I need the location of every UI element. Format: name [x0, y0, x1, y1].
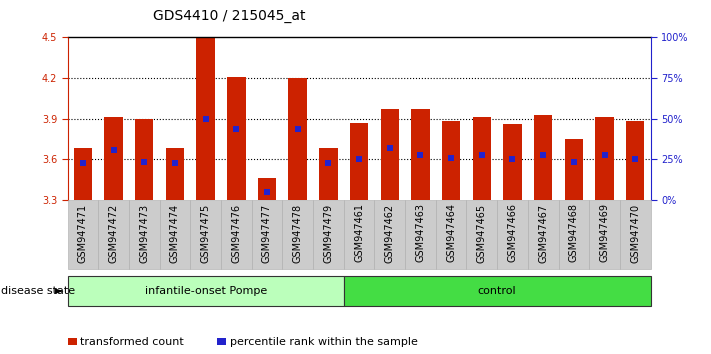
Bar	[74, 148, 92, 200]
Bar	[289, 78, 307, 200]
Text: GSM947470: GSM947470	[630, 204, 640, 263]
Bar	[595, 117, 614, 200]
Bar	[503, 124, 522, 200]
Bar	[350, 122, 368, 200]
Text: GSM947477: GSM947477	[262, 204, 272, 263]
Bar	[196, 37, 215, 200]
Bar	[319, 148, 338, 200]
Bar	[105, 117, 123, 200]
Text: ►: ►	[55, 286, 64, 296]
Text: GSM947469: GSM947469	[599, 204, 609, 262]
Bar	[473, 117, 491, 200]
Text: infantile-onset Pompe: infantile-onset Pompe	[144, 286, 267, 296]
Text: GSM947478: GSM947478	[293, 204, 303, 263]
Text: GSM947465: GSM947465	[477, 204, 487, 263]
Text: GSM947473: GSM947473	[139, 204, 149, 263]
Text: disease state: disease state	[1, 286, 75, 296]
Bar	[565, 139, 583, 200]
Text: GSM947462: GSM947462	[385, 204, 395, 263]
Bar	[626, 121, 644, 200]
Bar	[411, 109, 429, 200]
Text: GSM947463: GSM947463	[415, 204, 425, 262]
Bar	[442, 121, 460, 200]
Text: GSM947471: GSM947471	[78, 204, 88, 263]
Text: GDS4410 / 215045_at: GDS4410 / 215045_at	[153, 9, 305, 23]
Bar	[166, 148, 184, 200]
Text: GSM947461: GSM947461	[354, 204, 364, 262]
Text: GSM947472: GSM947472	[109, 204, 119, 263]
Text: GSM947475: GSM947475	[201, 204, 210, 263]
Text: GSM947474: GSM947474	[170, 204, 180, 263]
Text: GSM947476: GSM947476	[231, 204, 241, 263]
Bar	[380, 109, 399, 200]
Text: control: control	[478, 286, 516, 296]
Text: transformed count: transformed count	[80, 337, 184, 347]
Text: percentile rank within the sample: percentile rank within the sample	[230, 337, 417, 347]
Bar	[227, 76, 245, 200]
Bar	[534, 114, 552, 200]
Text: GSM947479: GSM947479	[324, 204, 333, 263]
Text: GSM947467: GSM947467	[538, 204, 548, 263]
Text: GSM947466: GSM947466	[508, 204, 518, 262]
Bar	[135, 119, 154, 200]
Text: GSM947464: GSM947464	[446, 204, 456, 262]
Bar	[258, 178, 276, 200]
Text: GSM947468: GSM947468	[569, 204, 579, 262]
